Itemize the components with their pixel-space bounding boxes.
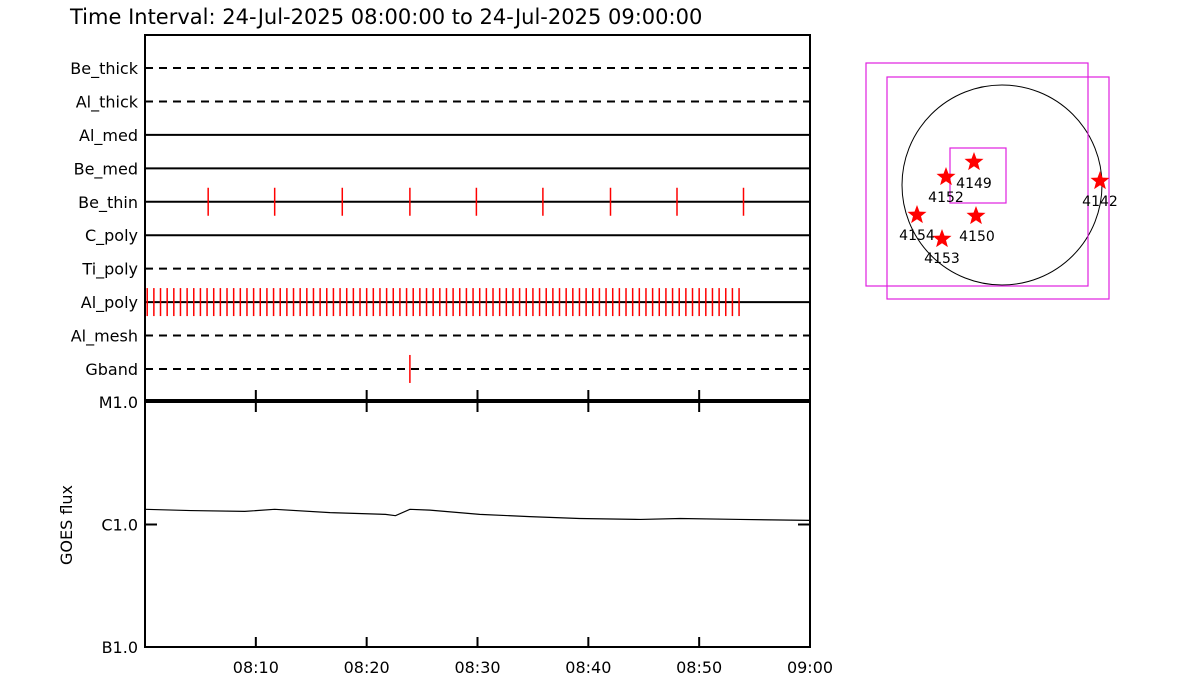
region-star bbox=[932, 229, 952, 248]
x-tick-label: 08:40 bbox=[565, 658, 611, 677]
filter-label: Be_med bbox=[74, 159, 138, 179]
fov-box bbox=[865, 62, 1089, 287]
region-star bbox=[907, 205, 927, 224]
region-label: 4154 bbox=[899, 228, 935, 244]
region-label: 4153 bbox=[924, 251, 960, 267]
chart-title: Time Interval: 24-Jul-2025 08:00:00 to 2… bbox=[69, 5, 702, 29]
y-tick-label: M1.0 bbox=[99, 393, 138, 412]
region-label: 4152 bbox=[928, 190, 964, 206]
filter-label: Be_thin bbox=[78, 193, 138, 213]
filter-label: Ti_poly bbox=[81, 260, 138, 280]
region-label: 4150 bbox=[959, 229, 995, 245]
upper-frame bbox=[144, 34, 811, 401]
y-axis-label: GOES flux bbox=[57, 485, 76, 565]
filter-label: Al_mesh bbox=[71, 327, 138, 347]
fov-box bbox=[886, 76, 1110, 300]
goes-line bbox=[144, 508, 811, 522]
filter-label: Al_thick bbox=[76, 92, 139, 112]
x-tick-label: 09:00 bbox=[787, 658, 833, 677]
filter-label: Al_med bbox=[79, 126, 138, 146]
filter-label: Be_thick bbox=[70, 59, 138, 79]
region-star bbox=[936, 167, 956, 186]
region-star bbox=[966, 206, 986, 225]
x-tick-label: 08:50 bbox=[676, 658, 722, 677]
x-tick-label: 08:30 bbox=[454, 658, 500, 677]
filter-label: Gband bbox=[85, 360, 138, 379]
x-tick-label: 08:20 bbox=[344, 658, 390, 677]
lower-frame bbox=[144, 401, 811, 648]
region-star bbox=[964, 152, 984, 171]
y-tick-label: C1.0 bbox=[101, 516, 138, 535]
y-tick-label: B1.0 bbox=[102, 638, 138, 657]
region-label: 4142 bbox=[1082, 194, 1118, 210]
region-label: 4149 bbox=[956, 176, 992, 192]
region-star bbox=[1090, 171, 1110, 190]
x-tick-label: 08:10 bbox=[233, 658, 279, 677]
filter-label: C_poly bbox=[85, 226, 138, 246]
filter-label: Al_poly bbox=[81, 293, 138, 313]
